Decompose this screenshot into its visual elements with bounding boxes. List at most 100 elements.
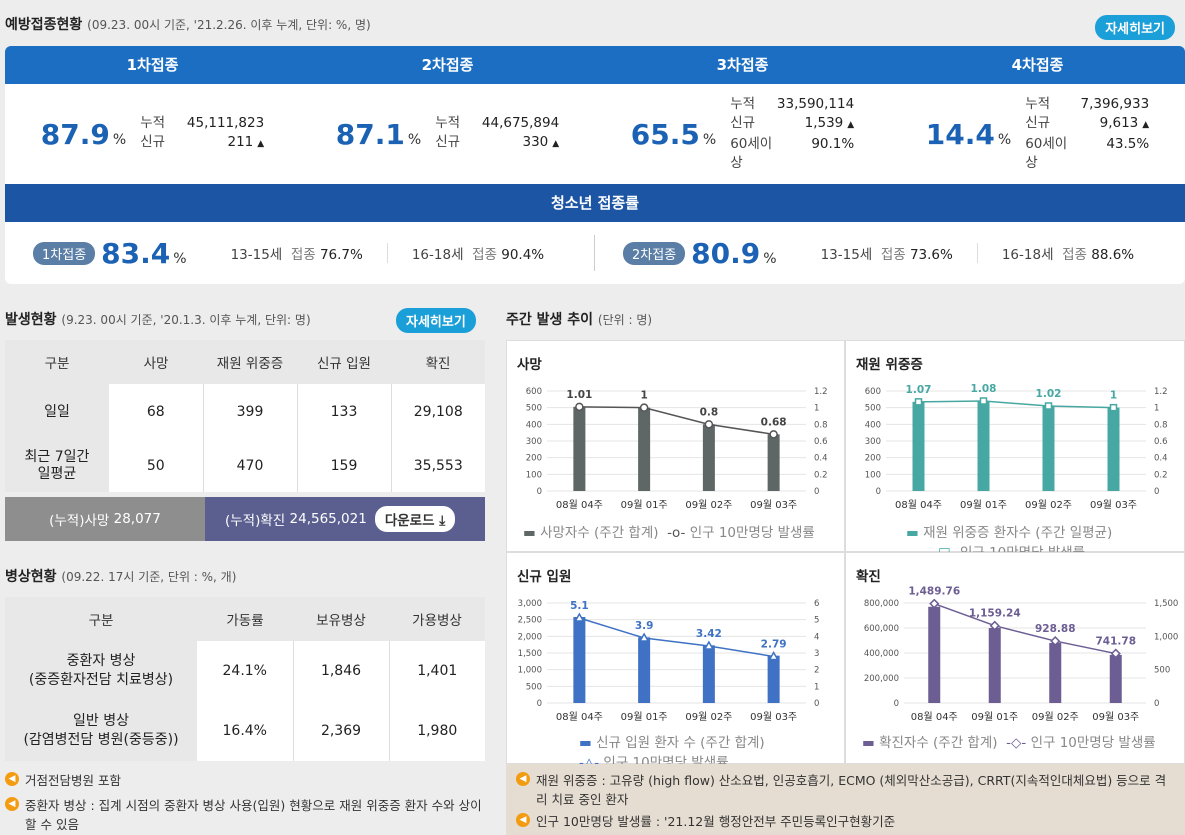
table-cell: 29,108 bbox=[390, 384, 485, 440]
y2-tick-label: 5 bbox=[814, 616, 819, 626]
y2-tick-label: 4 bbox=[814, 632, 819, 642]
bar bbox=[1049, 643, 1062, 703]
occurrence-table: 구분 사망 재원 위중증 신규 입원 확진 일일 68 399 133 29,108 최근 7일간 … bbox=[5, 340, 485, 492]
x-tick-label: 09월 02주 bbox=[1025, 499, 1072, 511]
x-tick-label: 09월 03주 bbox=[1090, 499, 1137, 511]
series-line bbox=[933, 602, 1116, 655]
download-button[interactable]: 다운로드 ⤓ bbox=[374, 506, 456, 532]
y-tick-label: 400 bbox=[865, 420, 881, 430]
beds-note-1: ◀ 거점전담병원 포함 bbox=[5, 770, 485, 789]
line-point bbox=[768, 650, 779, 661]
speaker-icon: ◀ bbox=[5, 797, 19, 811]
chart-death: 사망 0 100 200 300 400 500 600 0 0.2 0.4 0.6 0.8 1 1.2 0… bbox=[506, 340, 845, 552]
dose-pct: 65.5% bbox=[630, 117, 717, 151]
occ-header: 확진 bbox=[391, 340, 485, 384]
bar bbox=[702, 424, 715, 491]
youth-first-b: 16-18세 접종 90.4% bbox=[386, 243, 544, 263]
chart-confirm: 확진 0 200,000 400,000 600,000 800,000 0 500 1,00… bbox=[845, 552, 1185, 764]
series-line bbox=[918, 400, 1114, 409]
youth-second-b: 16-18세 접종 88.6% bbox=[976, 243, 1134, 263]
bar bbox=[1109, 654, 1122, 703]
table-cell: 35,553 bbox=[390, 440, 485, 492]
y-tick-label: 400,000 bbox=[864, 649, 899, 659]
row-label: 일반 병상 (감염병전담 병원(중등중)) bbox=[5, 701, 197, 761]
beds-header: 가동률 bbox=[197, 597, 293, 641]
occ-header: 사망 bbox=[109, 340, 203, 384]
series-line bbox=[579, 406, 774, 436]
y-tick-label: 600 bbox=[526, 387, 542, 397]
y-tick-label: 300 bbox=[526, 437, 542, 447]
vaccination-title: 예방접종현황 (09.23. 00시 기준, '21.2.26. 이후 누계, … bbox=[5, 17, 371, 33]
table-cell: 16.4% bbox=[222, 723, 267, 739]
beds-header: 보유병상 bbox=[293, 597, 389, 641]
y-tick-label: 200 bbox=[865, 454, 881, 464]
chart-severe: 재원 위중증 0 100 200 300 400 500 600 0 0.2 0.4 0.6 0.8 1… bbox=[845, 340, 1185, 561]
chart-death-legend: ▬ 사망자수 (주간 합계) -o- 인구 10만명당 발생률 bbox=[523, 525, 815, 541]
table-cell: 24.1% bbox=[222, 663, 267, 679]
vaccination-detail-button[interactable]: 자세히보기 bbox=[1095, 15, 1175, 40]
bar bbox=[1042, 406, 1055, 491]
table-cell: 470 bbox=[202, 440, 297, 492]
table-cell: 50 bbox=[146, 458, 165, 474]
x-tick-label: 08월 04주 bbox=[895, 499, 942, 511]
occurrence-detail-button[interactable]: 자세히보기 bbox=[396, 308, 476, 333]
dose-stat-row: 신규 211 ▲ bbox=[140, 134, 265, 150]
y-tick-label: 3,000 bbox=[518, 599, 542, 609]
up-arrow-icon: ▲ bbox=[847, 120, 855, 130]
table-cell: 2,369 bbox=[292, 701, 389, 761]
y2-tick-label: 0 bbox=[814, 699, 819, 709]
y2-tick-label: 1 bbox=[814, 682, 819, 692]
dose-4-header: 4차접종 bbox=[1011, 56, 1064, 74]
row-label: 중환자 병상 (중증환자전담 치료병상) bbox=[5, 641, 197, 701]
bar bbox=[977, 401, 990, 491]
up-arrow-icon: ▲ bbox=[552, 139, 560, 149]
y2-tick-label: 0.2 bbox=[1154, 470, 1168, 480]
row-label: 일일 bbox=[5, 384, 109, 440]
y2-tick-label: 0.8 bbox=[1154, 420, 1168, 430]
data-label: 1 bbox=[640, 390, 647, 402]
y2-tick-label: 1,500 bbox=[1154, 599, 1178, 609]
data-label: 3.42 bbox=[696, 628, 722, 640]
y-tick-label: 500 bbox=[526, 404, 542, 414]
y-tick-label: 100 bbox=[526, 470, 542, 480]
line-point bbox=[769, 430, 778, 439]
table-row: 최근 7일간 일평균 50 470 159 35,553 bbox=[5, 440, 485, 492]
speaker-icon: ◀ bbox=[516, 813, 530, 827]
dose-stat-row: 신규 1,539 ▲ bbox=[730, 115, 855, 131]
beds-header: 가용병상 bbox=[389, 597, 485, 641]
y2-tick-label: 1.2 bbox=[814, 387, 828, 397]
line-point bbox=[638, 632, 650, 642]
line-point bbox=[1109, 403, 1118, 412]
x-tick-label: 09월 01주 bbox=[971, 711, 1018, 723]
vaccination-card: 1차접종 2차접종 3차접종 4차접종 87.9% 누적 45,111,823 신규 2… bbox=[5, 46, 1185, 284]
bar bbox=[638, 637, 651, 703]
table-cell: 1,980 bbox=[388, 701, 485, 761]
chart-confirm-legend: ▬ 확진자수 (주간 합계) -◇- 인구 10만명당 발생률 bbox=[862, 735, 1156, 751]
y-tick-label: 200 bbox=[526, 454, 542, 464]
y2-tick-label: 1 bbox=[1154, 404, 1159, 414]
y-tick-label: 0 bbox=[537, 487, 542, 497]
y2-tick-label: 6 bbox=[814, 599, 819, 609]
line-point bbox=[575, 402, 584, 412]
beds-header: 구분 bbox=[5, 597, 197, 641]
speaker-icon: ◀ bbox=[516, 772, 530, 786]
speaker-icon: ◀ bbox=[5, 772, 19, 786]
youth-second-a: 13-15세 접종 73.6% bbox=[820, 247, 953, 263]
beds-title: 병상현황 (09.22. 17시 기준, 단위 : %, 개) bbox=[5, 569, 237, 585]
chart-death-title: 사망 bbox=[517, 357, 542, 373]
dose-stat-row: 60세이상 43.5% bbox=[1025, 136, 1150, 171]
y-tick-label: 1,000 bbox=[518, 666, 542, 676]
table-row: 일일 68 399 133 29,108 bbox=[5, 384, 485, 440]
y2-tick-label: 0 bbox=[1154, 699, 1159, 709]
bar bbox=[702, 645, 715, 703]
y-tick-label: 400 bbox=[526, 420, 542, 430]
line-point bbox=[1050, 636, 1061, 647]
x-tick-label: 09월 01주 bbox=[621, 711, 668, 723]
bar bbox=[573, 617, 586, 703]
dose-3-stats: 65.5% 누적 33,590,114 신규 1,539 ▲ 60세이상 90.1% bbox=[595, 84, 890, 184]
row-label: 최근 7일간 일평균 bbox=[5, 440, 109, 492]
y-tick-label: 500 bbox=[526, 682, 542, 692]
x-tick-label: 09월 03주 bbox=[750, 499, 797, 511]
y2-tick-label: 0.4 bbox=[814, 454, 828, 464]
table-row: 일반 병상 (감염병전담 병원(중등중)) 16.4% 2,369 1,980 bbox=[5, 701, 485, 761]
